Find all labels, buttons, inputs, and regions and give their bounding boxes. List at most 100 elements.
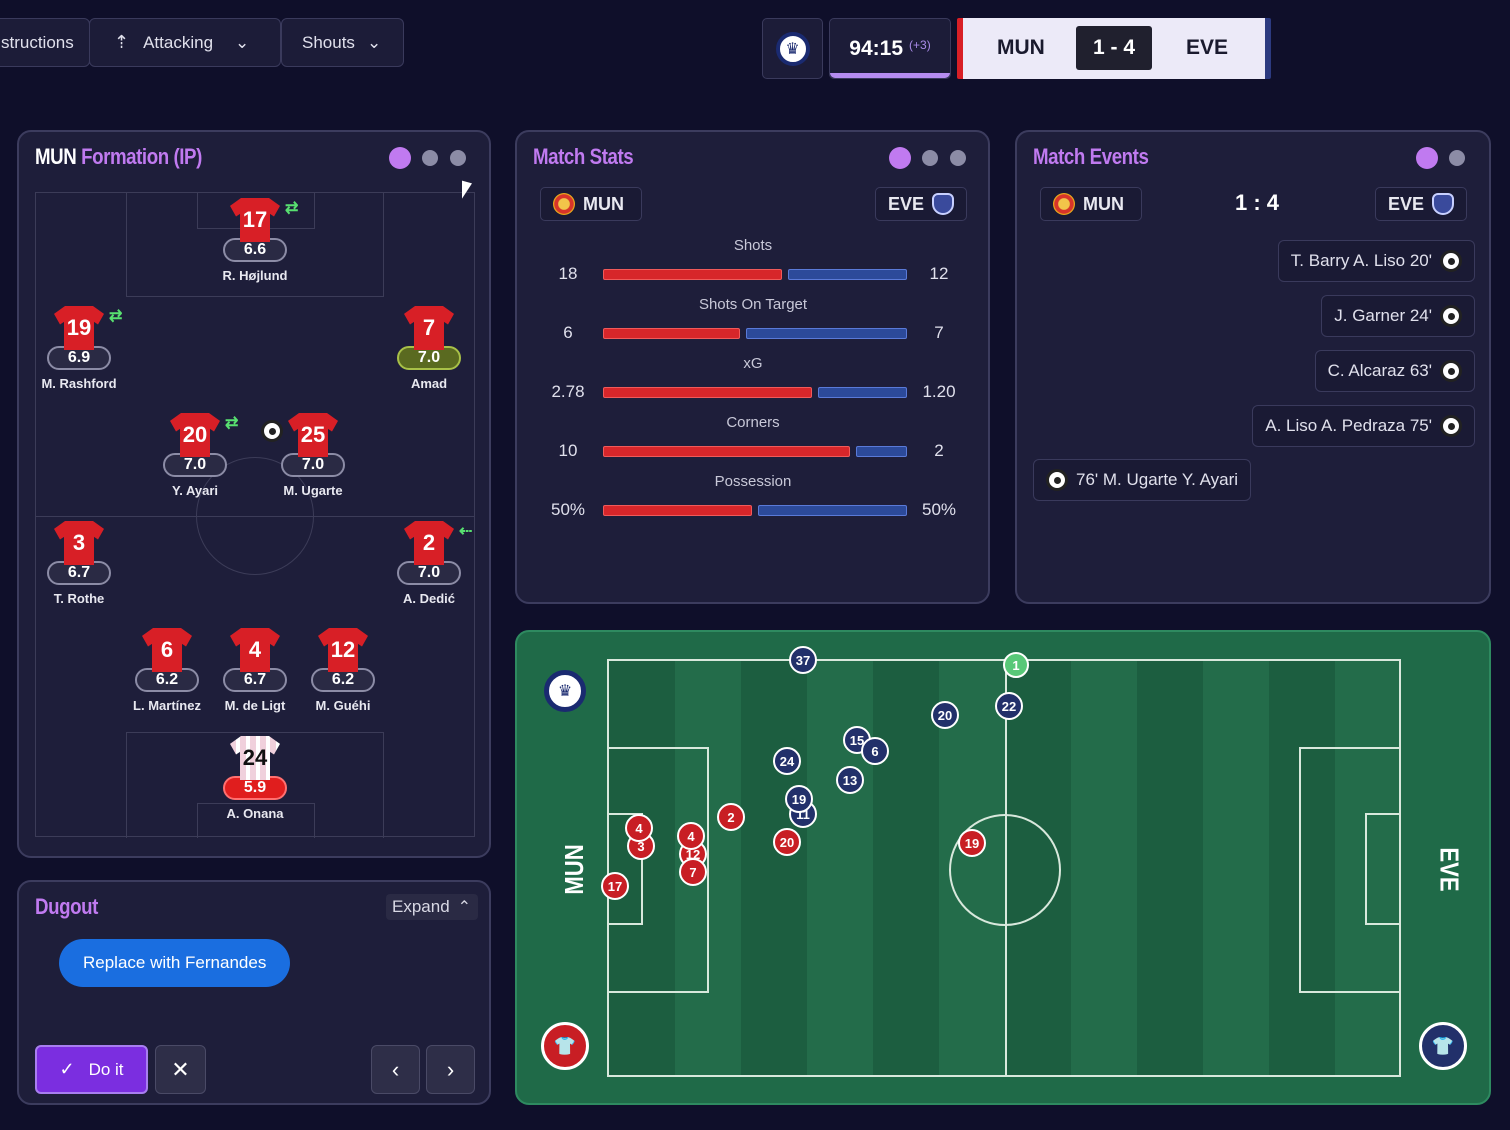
events-score: 1 : 4 xyxy=(1234,190,1280,215)
shouts-dropdown[interactable]: Shouts ⌄ xyxy=(281,18,404,67)
away-side-label: EVE xyxy=(1434,847,1465,892)
player-card[interactable]: 12 6.2 M. Guéhi xyxy=(283,628,403,713)
competition-badge[interactable]: ♛ xyxy=(762,18,823,79)
panel-dot[interactable] xyxy=(1449,150,1465,166)
home-player-token[interactable]: 20 xyxy=(773,828,801,856)
panel-dot-active[interactable] xyxy=(889,147,911,169)
player-name: M. de Ligt xyxy=(224,698,286,713)
stat-home-value: 18 xyxy=(558,264,578,283)
stat-home-bar xyxy=(603,387,812,398)
suggestion-bubble[interactable]: Replace with Fernandes xyxy=(59,939,291,987)
player-card[interactable]: 7 7.0 Amad xyxy=(369,306,489,391)
player-name: Y. Ayari xyxy=(171,483,218,498)
chevron-down-icon: ⌄ xyxy=(366,32,382,52)
away-player-token[interactable]: 19 xyxy=(785,785,813,813)
player-card[interactable]: 24 5.9 A. Onana xyxy=(195,736,315,821)
shirt-icon: 19 xyxy=(54,306,104,350)
stat-away-value: 50% xyxy=(921,500,957,519)
player-card[interactable]: 4 6.7 M. de Ligt xyxy=(195,628,315,713)
player-name: M. Rashford xyxy=(41,376,117,391)
stat-home-bar xyxy=(603,269,782,280)
panel-dot-active[interactable] xyxy=(1416,147,1438,169)
formation-panel: MUN Formation (IP) 17 6.6 R. Højlund ⇄ 1… xyxy=(17,130,491,858)
player-card[interactable]: 3 6.7 T. Rothe xyxy=(19,521,139,606)
attacking-dropdown[interactable]: ⇡ Attacking ⌄ xyxy=(89,18,281,67)
player-name: Amad xyxy=(410,376,448,391)
player-card[interactable]: 20 7.0 Y. Ayari xyxy=(135,413,255,498)
stat-away-value: 2 xyxy=(934,441,944,460)
player-card[interactable]: 19 6.9 M. Rashford xyxy=(19,306,139,391)
ball-icon xyxy=(1046,469,1068,491)
player-name: M. Guéhi xyxy=(315,698,371,713)
player-card[interactable]: 6 6.2 L. Martínez xyxy=(107,628,227,713)
match-events-panel: Match Events MUN 1 : 4 EVE T. Barry A. L… xyxy=(1015,130,1491,604)
stat-away-value: 12 xyxy=(929,264,949,283)
shirt-icon: 6 xyxy=(142,628,192,672)
panel-dot[interactable] xyxy=(922,150,938,166)
home-player-token[interactable]: 19 xyxy=(958,829,986,857)
dismiss-button[interactable]: ✕ xyxy=(155,1045,206,1094)
home-player-token[interactable]: 4 xyxy=(625,814,653,842)
player-rating: 6.2 xyxy=(311,668,375,692)
event-goal-home[interactable]: 76' M. Ugarte Y. Ayari xyxy=(1033,459,1252,501)
stat-away-bar xyxy=(788,269,907,280)
away-kit-button[interactable]: 👕 xyxy=(1419,1022,1467,1070)
panel-dot-active[interactable] xyxy=(389,147,411,169)
away-player-token[interactable]: 24 xyxy=(773,747,801,775)
next-button[interactable]: › xyxy=(426,1045,475,1094)
player-name: R. Højlund xyxy=(222,268,288,283)
stat-away-value: 7 xyxy=(934,323,944,342)
panel-dot[interactable] xyxy=(450,150,466,166)
away-player-token[interactable]: 13 xyxy=(836,766,864,794)
player-rating: 6.2 xyxy=(135,668,199,692)
home-player-token[interactable]: 7 xyxy=(679,858,707,886)
away-player-token[interactable]: 37 xyxy=(789,646,817,674)
shirt-icon: 3 xyxy=(54,521,104,565)
panel-dot[interactable] xyxy=(950,150,966,166)
match-stats-panel: Match Stats MUN EVE Shots 18 12 Shots On Ta… xyxy=(515,130,990,604)
event-goal-away[interactable]: A. Liso A. Pedraza 75' xyxy=(1252,405,1475,447)
home-player-token[interactable]: 2 xyxy=(717,803,745,831)
previous-button[interactable]: ‹ xyxy=(371,1045,420,1094)
player-card[interactable]: 17 6.6 R. Højlund xyxy=(195,198,315,283)
home-kit-button[interactable]: 👕 xyxy=(541,1022,589,1070)
attacking-label: Attacking xyxy=(143,32,214,52)
match-pitch-panel[interactable]: ♛ MUN EVE 👕 👕 3 17 12 4 7 2 20 19 4 37 1… xyxy=(515,630,1491,1105)
away-player-token[interactable]: 20 xyxy=(931,701,959,729)
stat-home-bar xyxy=(603,328,740,339)
stat-away-value: 1.20 xyxy=(922,382,956,401)
shirt-icon: 25 xyxy=(288,413,338,457)
player-card[interactable]: 25 7.0 M. Ugarte xyxy=(253,413,373,498)
shirt-icon: 20 xyxy=(170,413,220,457)
event-goal-away[interactable]: T. Barry A. Liso 20' xyxy=(1277,240,1475,282)
shirt-icon: 24 xyxy=(230,736,280,780)
home-player-token[interactable]: 17 xyxy=(601,872,629,900)
panel-dot[interactable] xyxy=(422,150,438,166)
formation-pitch xyxy=(35,192,475,838)
instructions-button[interactable]: structions xyxy=(0,18,90,67)
ball-icon xyxy=(1440,360,1462,382)
event-goal-away[interactable]: J. Garner 24' xyxy=(1321,295,1475,337)
stat-label: Corners xyxy=(726,414,780,431)
stat-label: Shots On Target xyxy=(698,296,808,313)
ball-icon xyxy=(261,420,283,442)
swap-arrows-icon: ⇄ xyxy=(109,308,123,325)
stat-home-value: 2.78 xyxy=(551,382,585,401)
shouts-label: Shouts xyxy=(302,32,355,52)
eve-crest-icon xyxy=(932,193,954,215)
player-name: M. Ugarte xyxy=(283,483,343,498)
away-player-token[interactable]: 22 xyxy=(995,692,1023,720)
match-stats-title: Match Stats xyxy=(533,144,634,169)
stat-home-bar xyxy=(603,446,850,457)
match-events-title: Match Events xyxy=(1033,144,1149,169)
player-name: A. Dedić xyxy=(402,591,455,606)
player-card[interactable]: 2 7.0 A. Dedić xyxy=(369,521,489,606)
home-player-token[interactable]: 4 xyxy=(677,822,705,850)
expand-button[interactable]: Expand ⌃ xyxy=(386,894,478,920)
away-goalkeeper-token[interactable]: 1 xyxy=(1003,652,1029,678)
away-player-token[interactable]: 6 xyxy=(861,737,889,765)
event-goal-away[interactable]: C. Alcaraz 63' xyxy=(1314,350,1475,392)
match-clock: 94:15 (+3) xyxy=(829,18,951,79)
do-it-button[interactable]: ✓ Do it xyxy=(35,1045,148,1094)
check-icon: ✓ xyxy=(59,1059,75,1079)
